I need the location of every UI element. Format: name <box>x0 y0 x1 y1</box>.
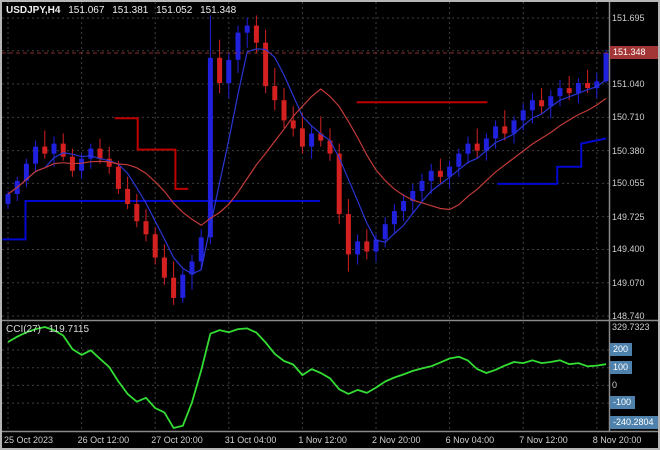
price-axis[interactable] <box>610 2 658 431</box>
step-indicator-line <box>497 137 607 185</box>
step-indicator-line <box>2 200 320 241</box>
slow-ma <box>7 88 607 227</box>
step-indicator-line <box>114 117 189 190</box>
cci-line <box>7 326 607 429</box>
grid-lines <box>2 2 609 430</box>
panel-splitter[interactable] <box>0 318 660 323</box>
candles-layer <box>5 15 609 305</box>
fast-ma <box>7 48 607 275</box>
panel-dividers <box>0 2 660 433</box>
time-axis[interactable] <box>2 432 609 448</box>
